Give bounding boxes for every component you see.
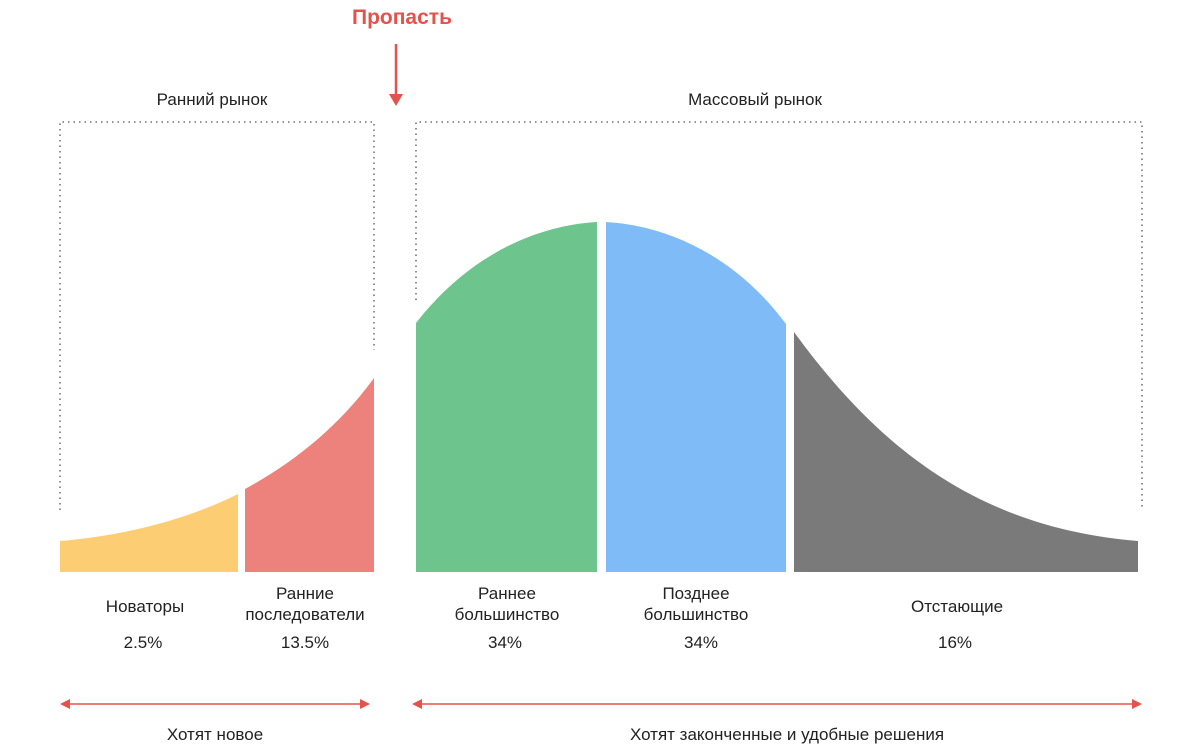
segment-laggards-share: 16%: [938, 633, 972, 652]
segment-late-majority-area: [606, 222, 786, 572]
mass-market-title: Массовый рынок: [688, 90, 822, 109]
segment-early-majority-area: [416, 222, 597, 572]
segment-early-majority-share: 34%: [488, 633, 522, 652]
segment-early-adopters-share: 13.5%: [281, 633, 329, 652]
early-market-caption: Хотят новое: [167, 725, 263, 744]
mass-market-caption: Хотят законченные и удобные решения: [630, 725, 944, 744]
segment-laggards-area: [794, 332, 1138, 572]
early-market-frame: [59, 121, 375, 510]
segment-late-majority-share: 34%: [684, 633, 718, 652]
svg-text:Новаторы: Новаторы: [106, 597, 184, 616]
svg-text:Отстающие: Отстающие: [911, 597, 1003, 616]
segment-early-adopters-area: [245, 378, 374, 572]
segment-early-adopters-label: Ранние последователи: [245, 584, 364, 624]
svg-text:Позднее: Позднее: [662, 584, 729, 603]
svg-text:Раннее: Раннее: [478, 584, 536, 603]
svg-text:последователи: последователи: [245, 605, 364, 624]
svg-text:большинство: большинство: [644, 605, 749, 624]
segment-early-majority-label: Раннее большинство: [455, 584, 560, 624]
chasm-arrow-down-icon: [389, 44, 403, 106]
segment-late-majority-label: Позднее большинство: [644, 584, 749, 624]
early-market-range-arrow-icon: [60, 699, 370, 709]
early-market-title: Ранний рынок: [157, 90, 268, 109]
segment-innovators-area: [60, 494, 238, 572]
chasm-title: Пропасть: [352, 6, 452, 29]
segment-innovators-label: Новаторы: [106, 597, 184, 616]
segment-innovators-share: 2.5%: [124, 633, 163, 652]
mass-market-range-arrow-icon: [412, 699, 1142, 709]
svg-text:Ранние: Ранние: [276, 584, 334, 603]
svg-text:большинство: большинство: [455, 605, 560, 624]
mass-market-frame: [415, 121, 1143, 510]
segment-laggards-label: Отстающие: [911, 597, 1003, 616]
